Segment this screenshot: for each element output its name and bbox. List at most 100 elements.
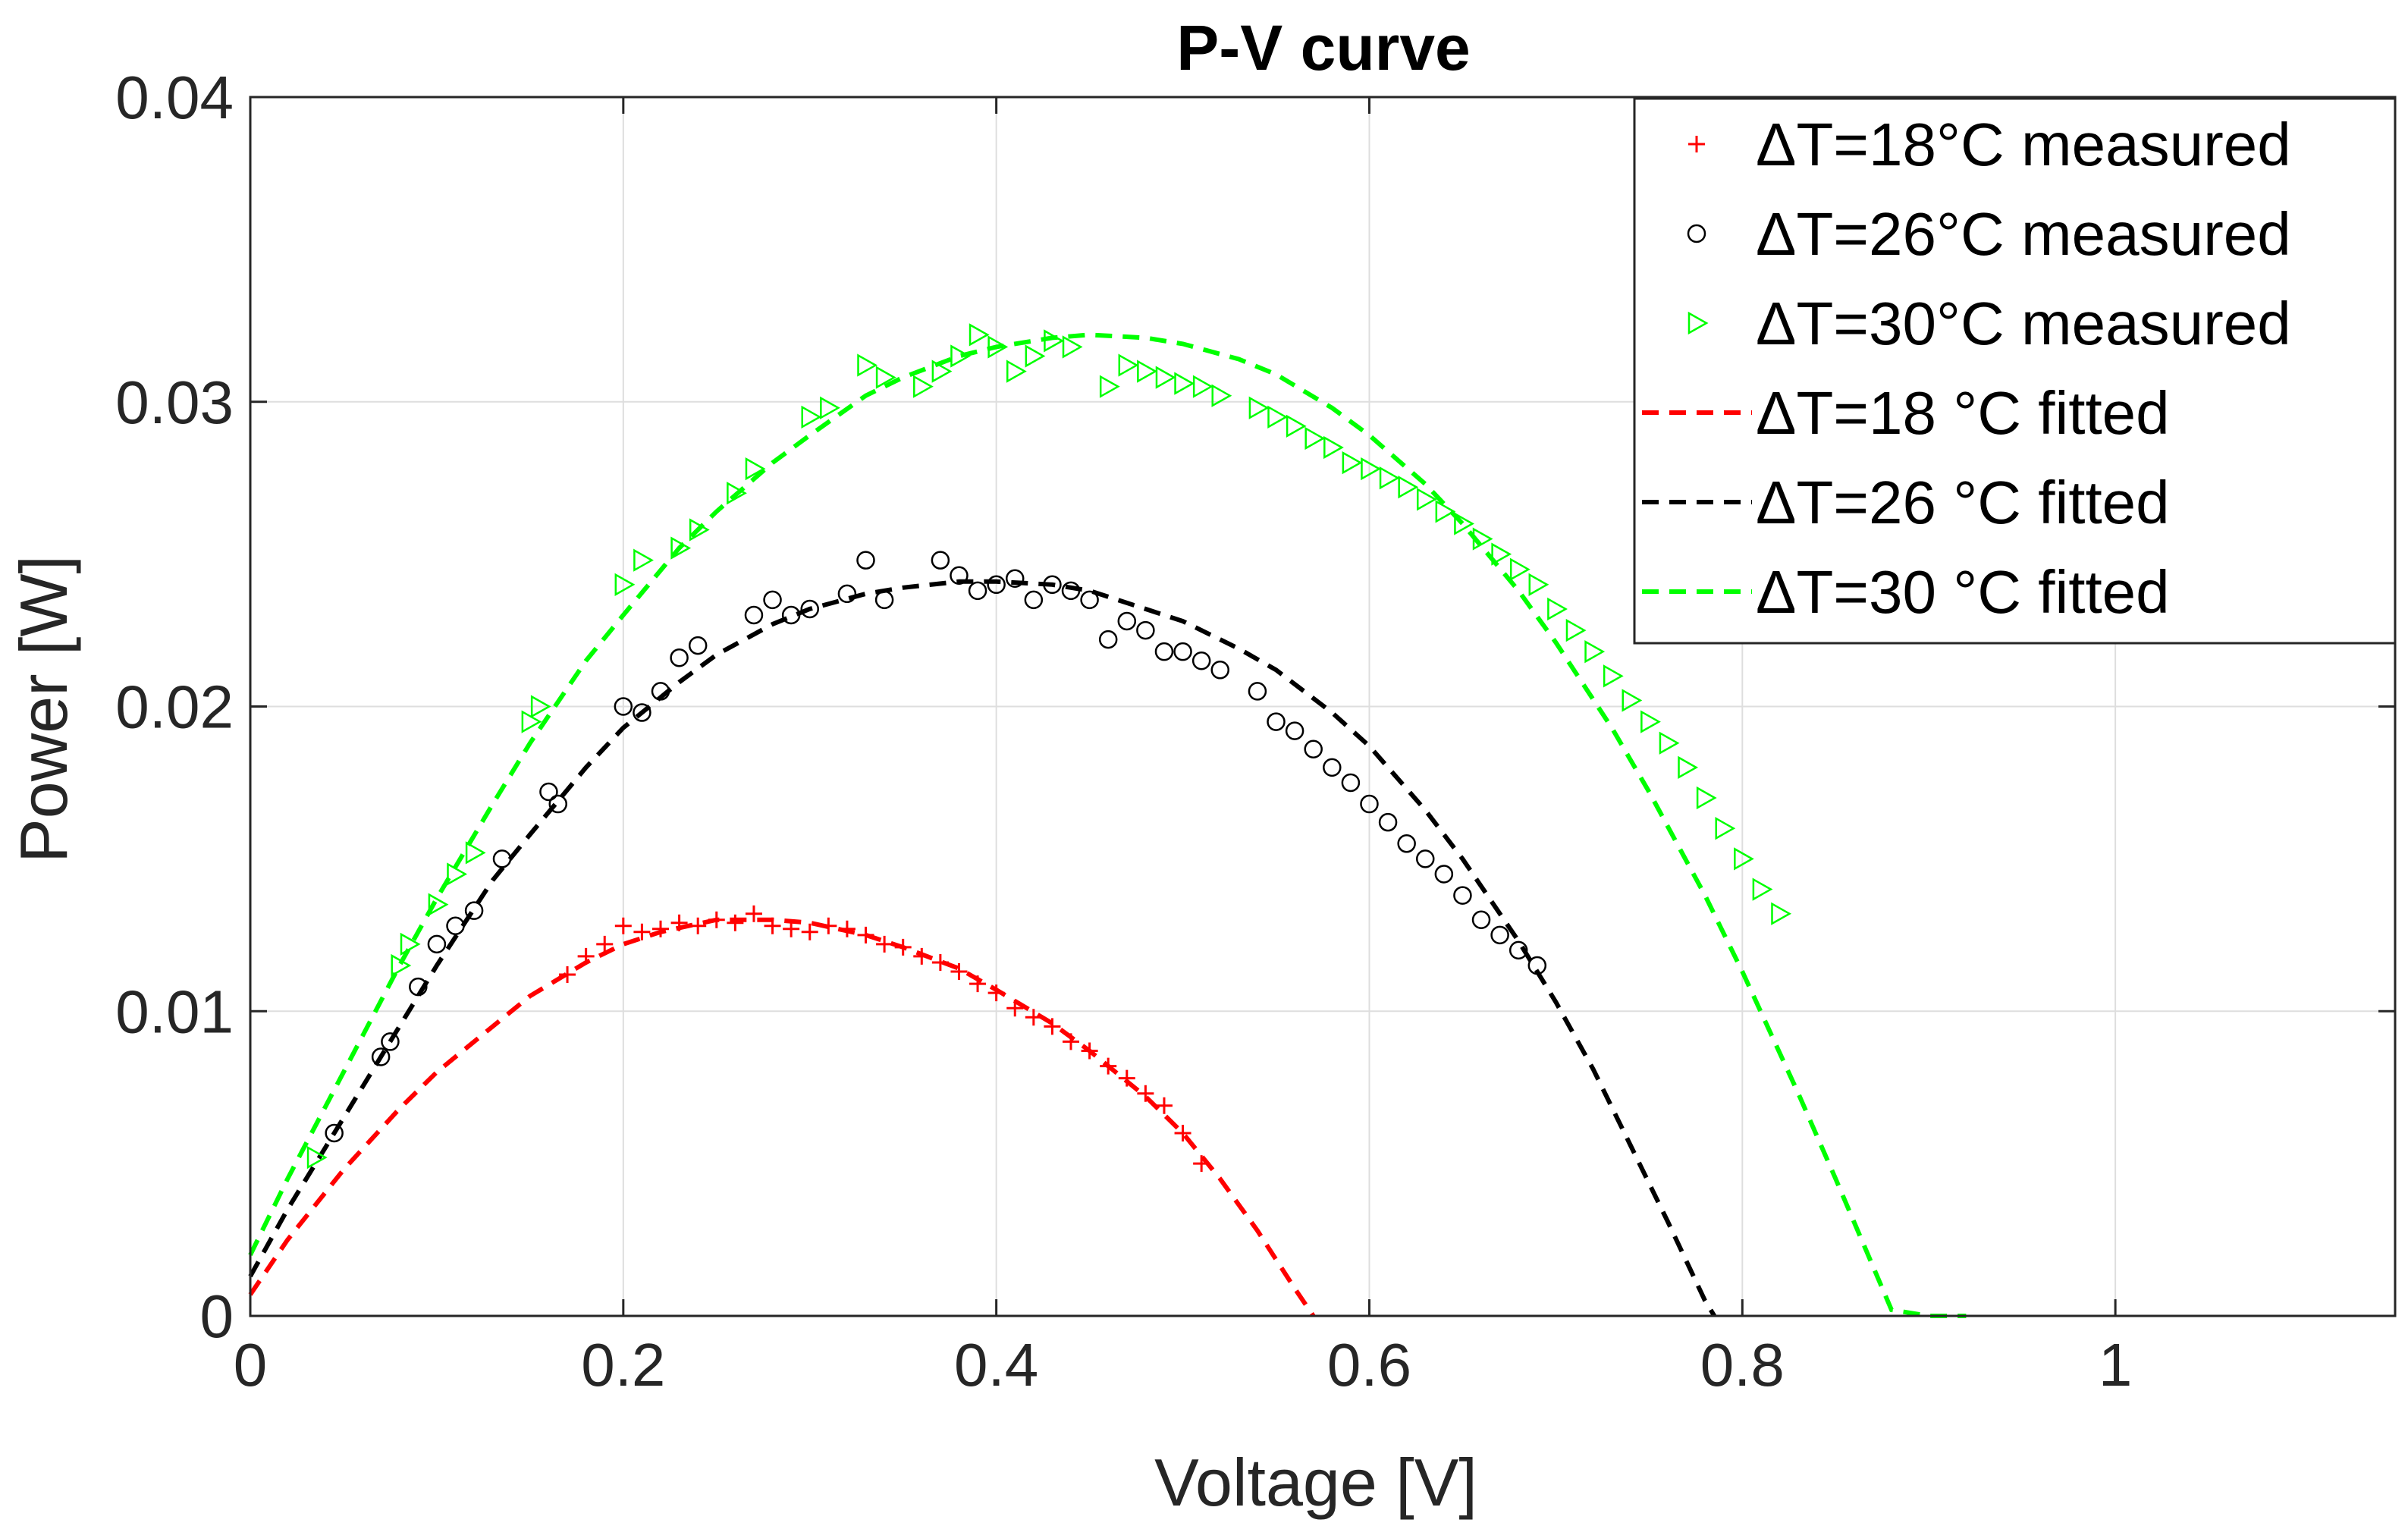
data-point-circle bbox=[381, 1032, 400, 1051]
data-point-circle bbox=[931, 551, 950, 570]
data-point-plus bbox=[614, 917, 632, 934]
data-point-triangle-right bbox=[1118, 353, 1139, 377]
data-point-triangle-right bbox=[670, 536, 692, 560]
legend-marker-circle bbox=[1687, 224, 1706, 243]
data-point-triangle-right bbox=[689, 518, 710, 542]
legend-label: ΔT=26°C measured bbox=[1756, 200, 2291, 268]
y-tick-label: 0.02 bbox=[115, 674, 234, 741]
data-point-circle bbox=[539, 782, 558, 802]
fitted-curves bbox=[248, 332, 1967, 1318]
data-point-triangle-right bbox=[1678, 755, 1699, 779]
legend-marker-triangle-right bbox=[1687, 311, 1709, 335]
data-point-triangle-right bbox=[1248, 396, 1270, 419]
data-point-triangle-right bbox=[1398, 476, 1419, 499]
data-point-triangle-right bbox=[913, 375, 934, 398]
data-point-circle bbox=[614, 697, 633, 716]
data-point-circle bbox=[744, 605, 764, 625]
data-point-triangle-right bbox=[428, 893, 449, 916]
legend-box bbox=[1633, 97, 2397, 645]
data-point-circle bbox=[1416, 849, 1435, 868]
data-point-triangle-right bbox=[1361, 457, 1382, 481]
data-point-plus bbox=[783, 920, 800, 937]
measured-points bbox=[306, 323, 1792, 1173]
data-point-triangle-right bbox=[969, 323, 990, 347]
data-point-triangle-right bbox=[1099, 375, 1120, 398]
data-point-plus bbox=[745, 905, 762, 922]
data-point-circle bbox=[800, 599, 819, 619]
data-point-triangle-right bbox=[1659, 731, 1680, 755]
legend-label: ΔT=30 °C fitted bbox=[1756, 558, 2170, 626]
data-point-circle bbox=[1453, 886, 1472, 905]
legend-label: ΔT=18°C measured bbox=[1756, 111, 2291, 178]
data-point-triangle-right bbox=[1379, 466, 1400, 490]
chart-title: P-V curve bbox=[1176, 12, 1471, 83]
data-point-circle bbox=[688, 636, 708, 655]
data-point-circle bbox=[1210, 661, 1229, 680]
data-point-triangle-right bbox=[1323, 435, 1344, 460]
data-point-plus bbox=[689, 917, 707, 934]
data-point-plus bbox=[708, 911, 725, 928]
data-point-circle bbox=[1304, 739, 1323, 758]
data-point-circle bbox=[548, 794, 568, 814]
legend-label: ΔT=26 °C fitted bbox=[1756, 469, 2170, 536]
y-axis-ticks: 0 0.01 0.02 0.03 0.04 bbox=[115, 64, 2395, 1350]
data-point-circle bbox=[781, 605, 801, 625]
legend-marker-plus bbox=[1688, 136, 1705, 152]
data-point-plus bbox=[633, 923, 651, 940]
data-point-triangle-right bbox=[447, 862, 468, 886]
data-point-triangle-right bbox=[1417, 488, 1437, 511]
data-point-triangle-right bbox=[801, 405, 822, 429]
data-point-triangle-right bbox=[1603, 664, 1624, 688]
data-point-triangle-right bbox=[633, 548, 654, 572]
data-point-triangle-right bbox=[1528, 573, 1549, 596]
data-point-plus bbox=[1174, 1124, 1191, 1141]
data-point-triangle-right bbox=[1025, 344, 1046, 368]
data-point-triangle-right bbox=[1044, 329, 1064, 353]
data-point-plus bbox=[857, 926, 874, 944]
x-axis-ticks: 0 0.2 0.4 0.6 0.8 1 bbox=[234, 97, 2132, 1399]
data-point-plus bbox=[1100, 1057, 1117, 1075]
data-point-circle bbox=[1117, 611, 1137, 631]
data-point-triangle-right bbox=[1155, 366, 1176, 389]
data-point-triangle-right bbox=[1006, 360, 1027, 383]
data-point-circle bbox=[987, 575, 1006, 595]
data-point-circle bbox=[409, 977, 428, 997]
data-point-plus bbox=[950, 963, 968, 981]
data-point-triangle-right bbox=[987, 335, 1009, 359]
data-point-circle bbox=[763, 590, 782, 610]
data-point-triangle-right bbox=[465, 841, 486, 865]
x-axis-label: Voltage [V] bbox=[1154, 1445, 1477, 1520]
data-point-plus bbox=[1137, 1085, 1154, 1102]
data-point-triangle-right bbox=[1715, 817, 1736, 840]
fitted-line-2 bbox=[248, 579, 1716, 1317]
data-point-plus bbox=[577, 947, 595, 965]
data-point-circle bbox=[1005, 569, 1025, 589]
data-point-circle bbox=[651, 682, 670, 701]
data-point-circle bbox=[464, 901, 484, 920]
data-point-plus bbox=[1081, 1042, 1098, 1060]
data-point-triangle-right bbox=[1267, 405, 1289, 429]
y-axis-label: Power [W] bbox=[6, 555, 81, 863]
data-point-circle bbox=[1267, 712, 1286, 731]
data-point-circle bbox=[1509, 940, 1528, 960]
data-point-triangle-right bbox=[1062, 335, 1083, 359]
data-point-plus bbox=[670, 914, 688, 931]
data-point-circle bbox=[950, 566, 969, 585]
data-point-circle bbox=[427, 934, 447, 954]
data-point-circle bbox=[492, 849, 512, 868]
data-point-triangle-right bbox=[1174, 372, 1195, 395]
data-point-triangle-right bbox=[1192, 375, 1213, 398]
data-point-triangle-right bbox=[1509, 557, 1531, 581]
data-point-triangle-right bbox=[1211, 384, 1232, 407]
data-point-circle bbox=[670, 648, 689, 667]
data-point-plus bbox=[1025, 1009, 1042, 1026]
x-tick-label: 0.2 bbox=[581, 1331, 665, 1399]
data-point-plus bbox=[838, 920, 856, 937]
data-point-circle bbox=[1173, 642, 1192, 661]
data-point-triangle-right bbox=[1771, 902, 1792, 925]
data-point-circle bbox=[1191, 651, 1211, 670]
y-tick-label: 0.01 bbox=[115, 978, 234, 1045]
x-tick-label: 0.8 bbox=[1700, 1331, 1785, 1399]
y-tick-label: 0.03 bbox=[115, 369, 234, 436]
data-point-triangle-right bbox=[614, 573, 636, 596]
